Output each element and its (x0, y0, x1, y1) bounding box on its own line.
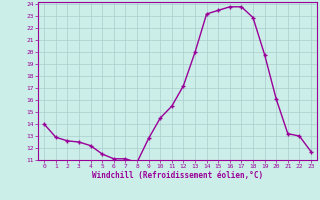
X-axis label: Windchill (Refroidissement éolien,°C): Windchill (Refroidissement éolien,°C) (92, 171, 263, 180)
